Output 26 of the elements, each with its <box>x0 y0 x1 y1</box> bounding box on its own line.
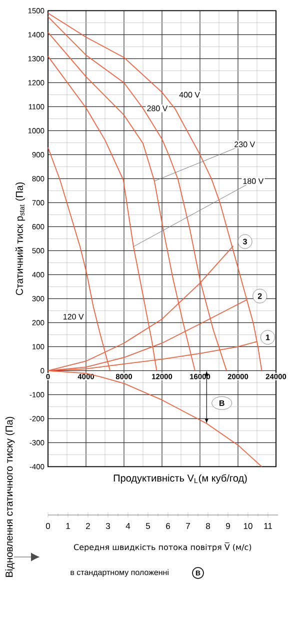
series-label: 1 <box>266 334 270 340</box>
x2-tick-label: 8 <box>206 523 210 530</box>
x2-tick-label: 7 <box>186 523 190 529</box>
y-axis-title: Статичний тиск p$_{stat}$ (Па) <box>15 182 25 296</box>
x2-tick-label: 10 <box>244 523 252 530</box>
x2-tick-label: 6 <box>166 523 170 530</box>
x2-tick-label: 4 <box>126 523 130 529</box>
x2-axis-title: Середня швидкість потока повітря V̅ (м/с) <box>74 542 252 552</box>
x2-tick-label: 0 <box>46 523 50 530</box>
x2-tick-label: 5 <box>146 523 150 529</box>
text: 180 V <box>243 178 264 184</box>
x2-tick-label: 11 <box>264 523 272 529</box>
text: в стандартному положенні <box>70 569 168 577</box>
series-label: 280 V <box>147 106 168 112</box>
x2-tick-label: 2 <box>86 523 90 529</box>
text: Відновлення статичного тиску (Па) <box>5 416 15 577</box>
x2-tick-label: 9 <box>226 523 230 530</box>
series-label: 400 V <box>179 92 200 98</box>
x-axis-title: Продуктивність V$_{L}$(м куб/год) <box>114 474 247 484</box>
x2-tick-label: 1 <box>66 523 70 529</box>
annotation: B <box>219 400 224 406</box>
series-label: 2 <box>258 293 262 299</box>
text: 230 V <box>234 142 256 148</box>
x2-tick-label: 3 <box>106 523 110 530</box>
series-label: 3 <box>242 238 247 244</box>
series-label: 120 V <box>64 314 84 320</box>
